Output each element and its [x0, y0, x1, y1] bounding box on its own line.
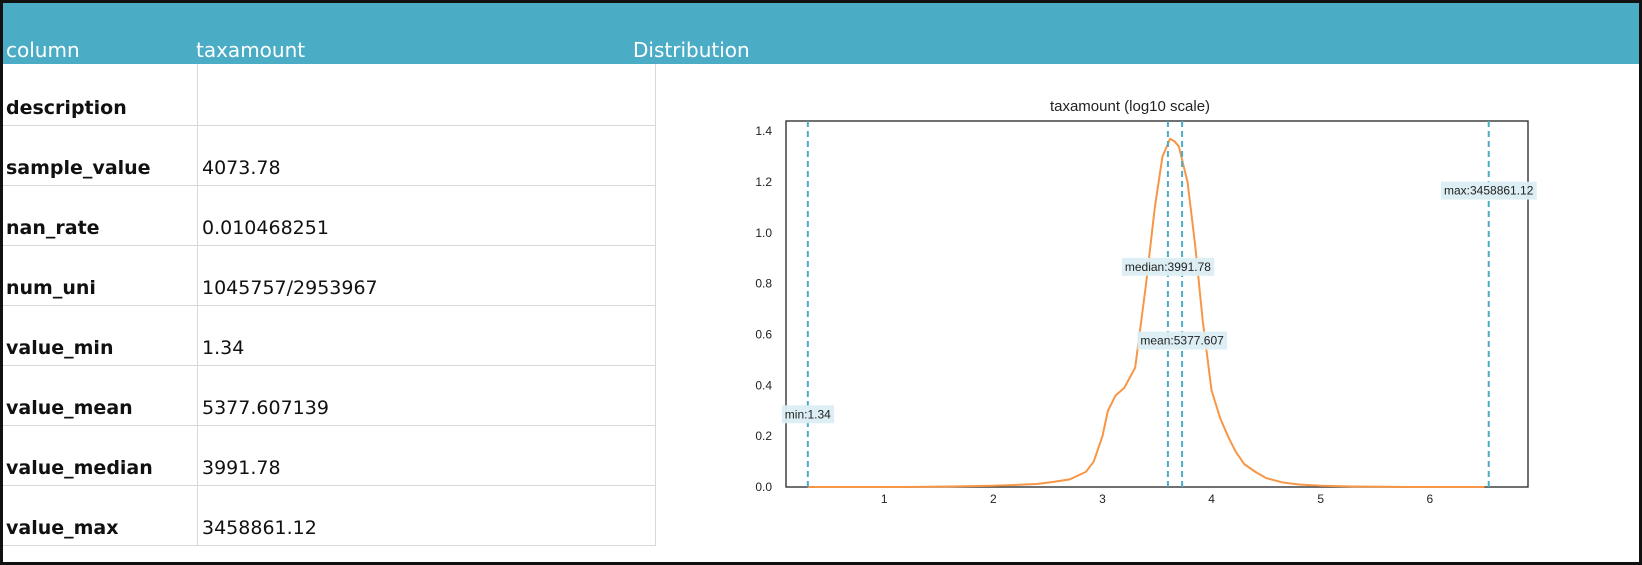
row-label-cell: value_max	[3, 484, 198, 546]
row-value: 5377.607139	[202, 397, 329, 419]
x-tick-label: 1	[881, 492, 888, 506]
distribution-chart-panel: taxamount (log10 scale) 0.0 0.2 0.4 0.6 0.8 1…	[657, 64, 1639, 562]
density-curve	[807, 137, 1485, 488]
y-tick-label: 1.0	[755, 226, 772, 240]
row-label-cell: value_median	[3, 424, 198, 486]
marker-label-bg	[1121, 257, 1215, 276]
y-tick-label: 0.2	[755, 429, 772, 443]
row-label: nan_rate	[6, 217, 100, 239]
marker-label-text: median:3991.78	[1125, 260, 1211, 274]
marker-label-text: min:1.34	[785, 407, 831, 421]
x-tick-label: 6	[1426, 492, 1433, 506]
row-value-cell: 1.34	[199, 304, 656, 366]
row-label-cell: nan_rate	[3, 184, 198, 246]
marker-label-text: mean:5377.607	[1140, 334, 1224, 348]
row-value: 4073.78	[202, 157, 281, 179]
row-label: description	[6, 97, 127, 119]
table-row: value_median 3991.78	[3, 424, 656, 486]
x-tick-label: 3	[1099, 492, 1106, 506]
plot-frame	[785, 120, 1529, 488]
y-tick-label: 0.0	[755, 480, 772, 494]
y-tick-label: 0.6	[755, 328, 772, 342]
row-value: 3991.78	[202, 457, 281, 479]
marker-label-bg	[1441, 181, 1537, 200]
table-row: nan_rate 0.010468251	[3, 184, 656, 246]
x-tick-label: 5	[1317, 492, 1324, 506]
chart-title: taxamount (log10 scale)	[1050, 98, 1210, 115]
y-tick-label: 1.2	[755, 175, 772, 189]
table-row: description	[3, 64, 656, 126]
row-label-cell: value_min	[3, 304, 198, 366]
marker-label-text: max:3458861.12	[1444, 184, 1534, 198]
y-tick-label: 1.4	[755, 124, 772, 138]
table-row: value_mean 5377.607139	[3, 364, 656, 426]
table-row: sample_value 4073.78	[3, 124, 656, 186]
table-row: value_max 3458861.12	[3, 484, 656, 546]
row-label-cell: num_uni	[3, 244, 198, 306]
table-row: num_uni 1045757/2953967	[3, 244, 656, 306]
x-tick-label: 2	[990, 492, 997, 506]
row-value-cell: 0.010468251	[199, 184, 656, 246]
row-value-cell: 3991.78	[199, 424, 656, 486]
row-value-cell: 5377.607139	[199, 364, 656, 426]
marker-label-bg	[1137, 331, 1228, 350]
row-label: sample_value	[6, 157, 151, 179]
row-label-cell: sample_value	[3, 124, 198, 186]
column-header-label: column	[6, 38, 80, 62]
x-tick-label: 4	[1208, 492, 1215, 506]
row-label-cell: description	[3, 64, 198, 126]
row-value-cell	[199, 64, 656, 126]
row-value: 0.010468251	[202, 217, 329, 239]
y-tick-label: 0.4	[755, 378, 772, 392]
row-value: 3458861.12	[202, 517, 317, 539]
row-value: 1.34	[202, 337, 245, 359]
row-label: value_median	[6, 457, 153, 479]
column-header-value: taxamount	[196, 38, 306, 62]
row-value-cell: 3458861.12	[199, 484, 656, 546]
table-header: column taxamount Distribution	[3, 3, 1639, 64]
row-label-cell: value_mean	[3, 364, 198, 426]
row-label: value_mean	[6, 397, 133, 419]
table-row: value_min 1.34	[3, 304, 656, 366]
marker-label-bg	[781, 405, 835, 424]
row-label: num_uni	[6, 277, 96, 299]
row-label: value_max	[6, 517, 119, 539]
row-value: 1045757/2953967	[202, 277, 378, 299]
distribution-chart: taxamount (log10 scale) 0.0 0.2 0.4 0.6 0.8 1…	[755, 98, 1537, 506]
row-value-cell: 4073.78	[199, 124, 656, 186]
stats-table: description sample_value 4073.78 nan_rat…	[3, 64, 656, 562]
row-value-cell: 1045757/2953967	[199, 244, 656, 306]
distribution-header: Distribution	[633, 38, 750, 62]
row-label: value_min	[6, 337, 114, 359]
y-tick-label: 0.8	[755, 277, 772, 291]
